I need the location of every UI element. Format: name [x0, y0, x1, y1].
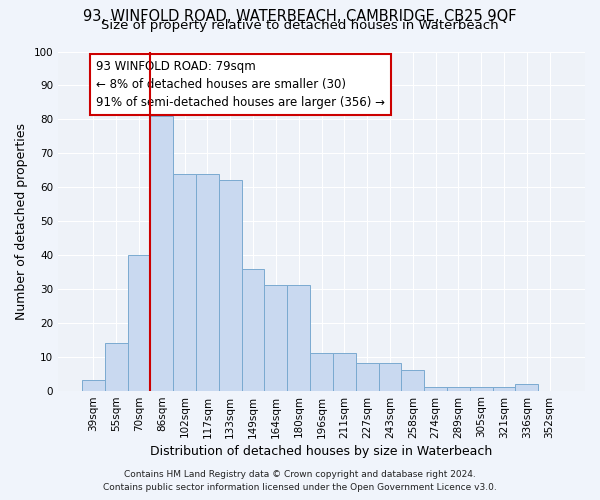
Bar — [242, 268, 265, 390]
Bar — [105, 343, 128, 390]
Bar — [196, 174, 219, 390]
X-axis label: Distribution of detached houses by size in Waterbeach: Distribution of detached houses by size … — [151, 444, 493, 458]
Bar — [356, 364, 379, 390]
Bar — [151, 116, 173, 390]
Bar — [219, 180, 242, 390]
Text: 93 WINFOLD ROAD: 79sqm
← 8% of detached houses are smaller (30)
91% of semi-deta: 93 WINFOLD ROAD: 79sqm ← 8% of detached … — [96, 60, 385, 109]
Bar — [333, 354, 356, 391]
Text: Size of property relative to detached houses in Waterbeach: Size of property relative to detached ho… — [101, 19, 499, 32]
Bar — [310, 354, 333, 391]
Bar — [265, 286, 287, 391]
Y-axis label: Number of detached properties: Number of detached properties — [15, 122, 28, 320]
Bar — [173, 174, 196, 390]
Bar — [379, 364, 401, 390]
Bar — [128, 255, 151, 390]
Bar — [82, 380, 105, 390]
Bar — [447, 387, 470, 390]
Bar — [515, 384, 538, 390]
Bar — [401, 370, 424, 390]
Bar — [470, 387, 493, 390]
Bar — [424, 387, 447, 390]
Bar — [493, 387, 515, 390]
Bar — [287, 286, 310, 391]
Text: Contains HM Land Registry data © Crown copyright and database right 2024.
Contai: Contains HM Land Registry data © Crown c… — [103, 470, 497, 492]
Text: 93, WINFOLD ROAD, WATERBEACH, CAMBRIDGE, CB25 9QF: 93, WINFOLD ROAD, WATERBEACH, CAMBRIDGE,… — [83, 9, 517, 24]
